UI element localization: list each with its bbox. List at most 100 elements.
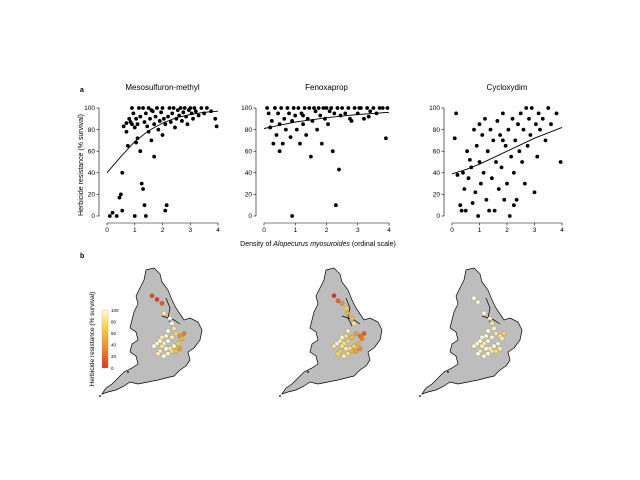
map-site	[155, 351, 161, 356]
data-point	[480, 133, 485, 137]
map-site	[343, 306, 349, 311]
map-site	[359, 336, 365, 341]
data-point	[516, 122, 520, 127]
map-site	[161, 311, 167, 316]
map-site	[471, 295, 477, 301]
data-point	[135, 122, 140, 127]
map-site	[345, 351, 351, 356]
data-point	[503, 143, 508, 148]
map-site	[353, 331, 359, 336]
data-point	[171, 106, 176, 110]
data-point	[143, 111, 148, 116]
data-point	[330, 149, 335, 154]
y-tick-label: 100	[429, 105, 440, 112]
data-point	[304, 133, 309, 137]
data-point	[121, 124, 126, 129]
data-point	[481, 170, 486, 175]
data-point	[484, 197, 489, 202]
data-point	[513, 138, 518, 143]
map-site	[154, 341, 160, 346]
data-point	[333, 203, 338, 208]
map-site	[331, 293, 337, 299]
map-site	[339, 335, 345, 340]
map-site	[345, 311, 351, 316]
data-point	[346, 106, 351, 110]
data-point	[182, 106, 187, 110]
data-point	[163, 208, 168, 213]
map-site	[167, 316, 173, 321]
data-point	[511, 203, 516, 208]
map-panel-1	[99, 267, 203, 397]
data-point	[134, 116, 139, 121]
data-point	[199, 106, 204, 110]
data-point	[156, 127, 161, 132]
map-site	[175, 341, 181, 346]
data-point	[383, 136, 388, 141]
data-point	[496, 187, 501, 191]
panel-label-a: a	[80, 87, 84, 94]
y-tick-label: 80	[88, 127, 96, 134]
data-point	[155, 106, 159, 110]
data-point	[277, 149, 282, 154]
data-point	[385, 106, 390, 110]
data-point	[502, 197, 507, 202]
data-point	[478, 181, 483, 186]
data-point	[110, 210, 115, 215]
data-point	[274, 133, 279, 137]
map-site	[345, 338, 351, 344]
data-point	[167, 106, 172, 110]
data-point	[161, 116, 166, 121]
data-point	[273, 106, 277, 110]
data-point	[290, 119, 295, 123]
data-point	[120, 170, 125, 175]
map-island	[279, 395, 281, 397]
map-site	[169, 348, 175, 354]
data-point	[294, 127, 299, 132]
data-point	[117, 195, 122, 200]
data-point	[296, 106, 301, 110]
data-point	[491, 138, 496, 143]
data-point	[529, 106, 534, 110]
data-point	[463, 208, 468, 213]
data-point	[365, 106, 370, 110]
data-point	[371, 106, 376, 110]
x-tick-label: 2	[161, 227, 165, 234]
map-site	[489, 348, 495, 354]
colorbar-gradient	[101, 309, 109, 369]
map-site	[343, 333, 349, 339]
map-site	[165, 351, 171, 356]
data-point	[483, 116, 487, 121]
data-point	[265, 106, 270, 110]
data-point	[554, 111, 559, 116]
data-point	[150, 109, 155, 114]
map-site	[159, 335, 165, 340]
map-site	[179, 336, 185, 341]
data-point	[511, 170, 516, 175]
map-site	[171, 343, 177, 349]
data-point	[137, 106, 141, 110]
data-point	[193, 109, 198, 114]
data-point	[280, 141, 285, 146]
data-point	[517, 149, 522, 154]
data-point	[143, 214, 148, 218]
data-point	[160, 106, 165, 110]
data-point	[368, 109, 373, 114]
map-site	[181, 331, 187, 336]
map-site	[499, 336, 505, 341]
y-tick-label: 80	[245, 127, 253, 134]
data-point	[492, 208, 497, 213]
data-point	[362, 116, 366, 121]
y-tick-label: 0	[436, 213, 440, 220]
data-point	[301, 113, 305, 118]
panel-label-b: b	[80, 253, 84, 260]
data-point	[477, 122, 482, 127]
data-point	[380, 106, 385, 110]
x-tick-label: 4	[560, 227, 564, 234]
data-point	[494, 160, 498, 164]
map-site	[353, 348, 359, 354]
map-site	[349, 335, 355, 340]
y-tick-label: 0	[91, 213, 95, 220]
data-point	[192, 106, 197, 110]
data-point	[520, 160, 525, 164]
map-boundary-line	[341, 315, 361, 325]
